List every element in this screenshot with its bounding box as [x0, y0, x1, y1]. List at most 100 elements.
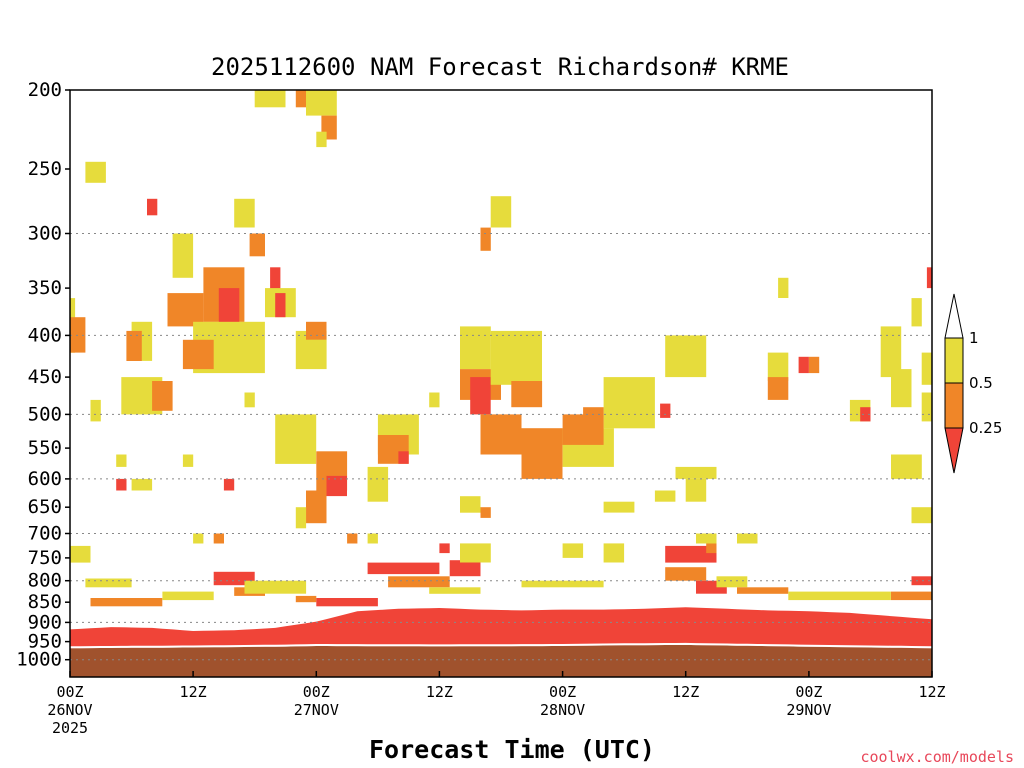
x-tick-label: 2025 — [52, 719, 88, 737]
heatmap-cell — [347, 533, 358, 544]
heatmap-cell — [295, 90, 307, 108]
y-tick-label: 350 — [28, 277, 62, 299]
heatmap-cell — [921, 392, 932, 422]
heatmap-cell — [316, 131, 327, 148]
heatmap-cell — [696, 533, 717, 544]
legend-arrow-top — [944, 293, 964, 339]
credit-text: coolwx.com/models — [860, 748, 1014, 766]
y-tick-label: 400 — [28, 324, 62, 346]
ground-edge — [70, 642, 933, 649]
heatmap-cell — [891, 591, 932, 601]
heatmap-cell — [891, 369, 912, 408]
heatmap-cell — [911, 576, 932, 586]
x-tick-label: 00Z — [56, 683, 83, 701]
y-tick-label: 900 — [28, 611, 62, 633]
y-tick-label: 550 — [28, 437, 62, 459]
heatmap-cell — [521, 580, 604, 588]
heatmap-cell — [275, 293, 286, 318]
heatmap-cell — [470, 377, 491, 415]
heatmap-cell — [603, 543, 625, 563]
heatmap-cell — [213, 571, 255, 586]
heatmap-cell — [429, 587, 481, 594]
heatmap-cell — [213, 533, 224, 544]
heatmap-cell — [654, 490, 676, 502]
heatmap-cell — [70, 545, 91, 563]
heatmap-cell — [429, 392, 440, 408]
y-tick-label: 600 — [28, 468, 62, 490]
heatmap-cell — [583, 407, 604, 429]
heatmap-cell — [460, 326, 491, 370]
plot-frame — [69, 89, 933, 678]
heatmap-cell — [767, 352, 789, 381]
lower-layer-area — [70, 607, 932, 649]
heatmap-cell — [275, 414, 317, 464]
heatmap-cell — [798, 356, 809, 374]
heatmap-cell — [306, 321, 327, 340]
x-tick-label: 12Z — [180, 683, 207, 701]
heatmap-cell — [880, 326, 902, 378]
heatmap-cell — [316, 598, 378, 607]
y-tick-label: 800 — [28, 570, 62, 592]
heatmap-cell — [891, 454, 922, 479]
heatmap-cell — [665, 335, 707, 378]
x-tick-label: 12Z — [918, 683, 945, 701]
heatmap-cell — [696, 466, 717, 479]
x-tick-label: 29NOV — [786, 701, 831, 719]
heatmap-cell — [85, 161, 106, 183]
heatmap-cell — [665, 545, 717, 563]
y-tick-label: 750 — [28, 547, 62, 569]
heatmap-cell — [367, 533, 378, 544]
heatmap-cell — [911, 507, 932, 524]
heatmap-cell — [254, 90, 286, 108]
heatmap-cell — [460, 543, 491, 563]
heatmap-cell — [306, 490, 327, 524]
heatmap-cell — [665, 567, 707, 581]
x-axis-label: Forecast Time (UTC) — [369, 735, 655, 764]
heatmap-cell — [90, 598, 163, 607]
y-tick-label: 200 — [28, 79, 62, 101]
heatmap-cell — [326, 475, 347, 497]
heatmap-cell — [511, 381, 543, 408]
y-tick-label: 300 — [28, 223, 62, 245]
heatmap-cell — [172, 233, 194, 278]
ground-area — [70, 644, 932, 677]
heatmap-cell — [147, 198, 158, 216]
heatmap-cell — [921, 352, 932, 385]
heatmap-cell — [490, 330, 542, 385]
y-tick-label: 250 — [28, 158, 62, 180]
heatmap-cell — [116, 454, 127, 467]
heatmap-cell — [737, 533, 758, 544]
heatmap-cell — [126, 330, 142, 361]
heatmap-cell — [270, 267, 281, 299]
heatmap-cell — [162, 591, 214, 601]
heatmap-cell — [521, 428, 563, 479]
heatmap-cell — [449, 560, 481, 577]
heatmap-cell — [460, 496, 481, 513]
x-tick-label: 00Z — [795, 683, 822, 701]
heatmap-cell — [808, 356, 820, 374]
x-tick-label: 00Z — [549, 683, 576, 701]
heatmap-cell — [131, 478, 153, 491]
heatmap-cell — [306, 90, 337, 116]
chart-title: 2025112600 NAM Forecast Richardson# KRME — [211, 53, 789, 81]
heatmap-cell — [767, 377, 789, 400]
y-tick-label: 700 — [28, 523, 62, 545]
heatmap-cell — [480, 507, 491, 518]
heatmap-cell — [660, 403, 671, 418]
heatmap-cell — [439, 543, 450, 554]
heatmap-cell — [295, 595, 317, 603]
heatmap-cell — [788, 591, 891, 601]
heatmap-cell — [603, 377, 655, 429]
x-tick-label: 26NOV — [47, 701, 92, 719]
heatmap-cell — [911, 298, 922, 327]
heatmap-cell — [603, 501, 635, 513]
heatmap-cell — [706, 543, 717, 554]
heatmap-cell — [193, 533, 204, 544]
heatmap-cell — [388, 576, 450, 588]
legend-label: 1 — [969, 329, 979, 347]
heatmap-cell — [480, 414, 522, 455]
heatmap-cell — [249, 233, 265, 257]
x-tick-label: 27NOV — [294, 701, 339, 719]
